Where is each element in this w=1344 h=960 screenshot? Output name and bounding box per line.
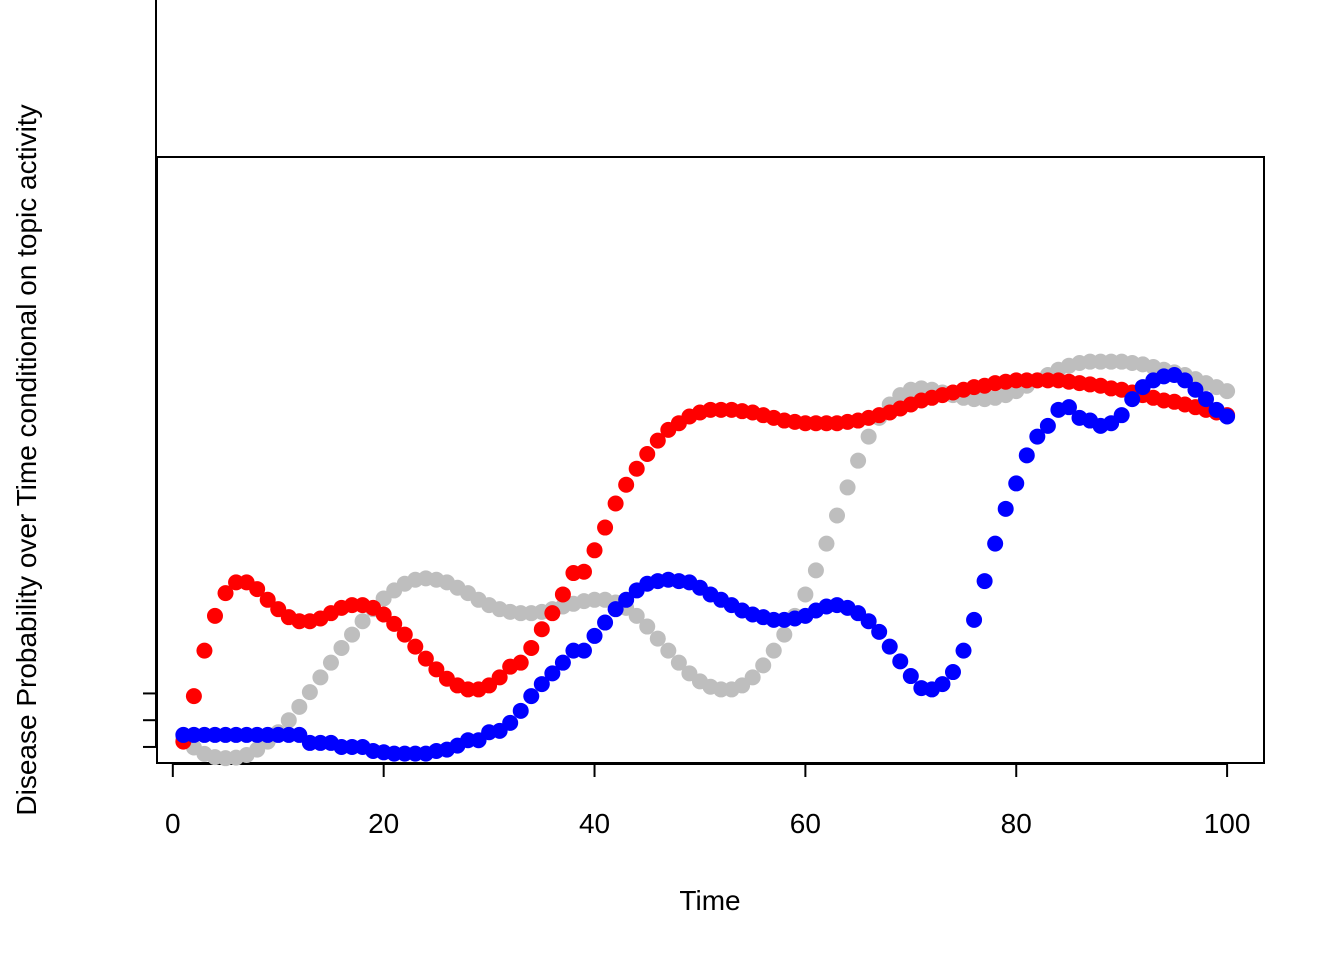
data-point xyxy=(839,479,856,496)
data-point xyxy=(396,626,413,643)
data-point xyxy=(1187,381,1204,398)
data-point xyxy=(586,542,603,559)
data-point xyxy=(997,500,1014,517)
x-tick-label: 20 xyxy=(368,808,399,839)
data-point xyxy=(1113,407,1130,424)
data-point xyxy=(628,460,645,477)
data-point xyxy=(829,507,846,524)
data-point xyxy=(649,432,666,449)
data-point xyxy=(428,661,445,678)
data-point xyxy=(544,605,561,622)
x-tick-label: 80 xyxy=(1001,808,1032,839)
data-point xyxy=(312,669,329,686)
data-point xyxy=(322,654,339,671)
data-point xyxy=(301,684,318,701)
data-point xyxy=(575,642,592,659)
data-point xyxy=(618,591,635,608)
data-point xyxy=(523,688,540,705)
data-point xyxy=(744,669,761,686)
y-axis-label: Disease Probability over Time conditiona… xyxy=(11,104,42,815)
data-point xyxy=(185,688,202,705)
x-tick-label: 60 xyxy=(790,808,821,839)
data-point xyxy=(344,626,361,643)
data-point xyxy=(249,581,266,598)
data-point xyxy=(628,607,645,624)
x-tick-label: 40 xyxy=(579,808,610,839)
data-point xyxy=(660,642,677,659)
data-point xyxy=(607,601,624,618)
data-point xyxy=(902,668,919,685)
data-point xyxy=(217,585,234,602)
data-point xyxy=(871,623,888,640)
data-point xyxy=(354,613,371,630)
data-point xyxy=(649,630,666,647)
data-point xyxy=(797,586,814,603)
data-point xyxy=(892,653,909,670)
data-point xyxy=(196,642,213,659)
data-point xyxy=(333,639,350,656)
data-point xyxy=(1008,475,1025,492)
data-point xyxy=(987,535,1004,552)
data-point xyxy=(1060,399,1077,416)
data-point xyxy=(1219,383,1236,400)
data-point xyxy=(554,586,571,603)
x-tick-label: 100 xyxy=(1204,808,1251,839)
data-point xyxy=(818,535,835,552)
data-point xyxy=(597,519,614,536)
data-point xyxy=(533,621,550,638)
data-point xyxy=(1124,391,1141,408)
data-point xyxy=(881,638,898,655)
data-point xyxy=(1176,372,1193,389)
data-point xyxy=(1018,447,1035,464)
data-point xyxy=(850,452,867,469)
x-tick-label: 0 xyxy=(165,808,181,839)
data-point xyxy=(554,654,571,671)
data-point xyxy=(597,614,614,631)
data-point xyxy=(259,591,276,608)
series-2 xyxy=(175,367,1236,762)
data-point xyxy=(639,445,656,462)
data-point xyxy=(860,428,877,445)
data-point xyxy=(586,627,603,644)
data-point xyxy=(1039,417,1056,434)
x-axis-label: Time xyxy=(679,885,740,916)
data-point xyxy=(1198,391,1215,408)
data-point xyxy=(976,573,993,590)
data-point xyxy=(1029,428,1046,445)
data-point xyxy=(523,639,540,656)
data-point xyxy=(807,562,824,579)
data-point xyxy=(512,654,529,671)
data-point xyxy=(860,613,877,630)
data-point xyxy=(934,676,951,693)
data-point xyxy=(502,714,519,731)
data-point xyxy=(776,626,793,643)
data-point xyxy=(280,712,297,729)
data-point xyxy=(291,698,308,715)
data-point xyxy=(966,611,983,628)
data-point xyxy=(955,642,972,659)
data-point xyxy=(755,657,772,674)
data-point xyxy=(670,654,687,671)
data-point xyxy=(512,702,529,719)
y-axis: 0.0199000.0199100.019920 xyxy=(143,0,157,748)
data-point xyxy=(407,638,424,655)
data-point xyxy=(1219,408,1236,425)
data-point xyxy=(618,476,635,493)
x-axis: 0 20 40 60 80 100 xyxy=(165,763,1250,839)
data-point xyxy=(533,676,550,693)
data-points xyxy=(175,353,1236,767)
data-point xyxy=(544,665,561,682)
data-point xyxy=(639,618,656,635)
data-point xyxy=(206,607,223,624)
data-point xyxy=(386,615,403,632)
series-1 xyxy=(175,372,1236,750)
data-point xyxy=(944,664,961,681)
data-point xyxy=(417,650,434,667)
data-point xyxy=(765,642,782,659)
data-point xyxy=(375,606,392,623)
data-point xyxy=(607,495,624,512)
data-point xyxy=(575,563,592,580)
data-point xyxy=(491,669,508,686)
